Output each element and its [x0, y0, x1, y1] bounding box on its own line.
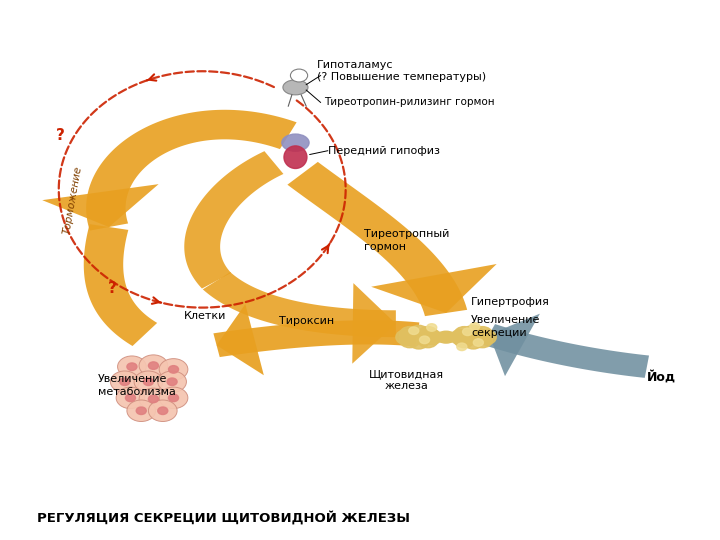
Ellipse shape — [454, 333, 474, 348]
Ellipse shape — [418, 333, 438, 348]
Circle shape — [139, 355, 168, 376]
Polygon shape — [489, 314, 540, 376]
Text: Щитовидная
железа: Щитовидная железа — [369, 369, 444, 392]
Polygon shape — [217, 304, 264, 375]
Circle shape — [116, 387, 145, 409]
Ellipse shape — [409, 334, 429, 349]
Text: ?: ? — [55, 128, 65, 143]
Ellipse shape — [436, 331, 456, 343]
Text: Торможение: Торможение — [62, 165, 84, 235]
Polygon shape — [184, 151, 284, 288]
Ellipse shape — [282, 134, 309, 151]
Ellipse shape — [463, 325, 483, 340]
Polygon shape — [86, 110, 297, 231]
Ellipse shape — [284, 146, 307, 168]
Circle shape — [139, 388, 168, 410]
Ellipse shape — [454, 327, 474, 342]
Circle shape — [127, 400, 156, 422]
Text: Гипоталамус
(? Повышение температуры): Гипоталамус (? Повышение температуры) — [317, 60, 486, 83]
Circle shape — [134, 371, 163, 393]
Text: Тиреотропин-рилизинг гормон: Тиреотропин-рилизинг гормон — [324, 97, 495, 107]
Circle shape — [167, 378, 177, 386]
Circle shape — [168, 366, 179, 373]
Circle shape — [158, 371, 186, 393]
Ellipse shape — [463, 334, 483, 349]
Circle shape — [456, 343, 467, 350]
Ellipse shape — [451, 329, 470, 345]
Polygon shape — [287, 162, 467, 316]
Polygon shape — [372, 264, 497, 313]
Text: Йод: Йод — [647, 371, 676, 384]
Text: Увеличение
метаболизма: Увеличение метаболизма — [98, 374, 176, 397]
Circle shape — [148, 362, 158, 369]
Circle shape — [159, 359, 188, 380]
Ellipse shape — [476, 329, 496, 345]
Circle shape — [409, 327, 419, 334]
Circle shape — [159, 387, 188, 409]
Circle shape — [143, 378, 153, 386]
Ellipse shape — [422, 329, 442, 345]
Circle shape — [110, 371, 139, 393]
Circle shape — [158, 407, 168, 415]
Ellipse shape — [283, 80, 308, 95]
Circle shape — [427, 323, 437, 331]
Polygon shape — [352, 283, 396, 363]
Polygon shape — [213, 320, 419, 357]
Circle shape — [125, 394, 135, 402]
Polygon shape — [203, 272, 396, 337]
Text: РЕГУЛЯЦИЯ СЕКРЕЦИИ ЩИТОВИДНОЙ ЖЕЛЕЗЫ: РЕГУЛЯЦИЯ СЕКРЕЦИИ ЩИТОВИДНОЙ ЖЕЛЕЗЫ — [37, 510, 410, 524]
Circle shape — [462, 328, 472, 335]
Text: Гипертрофия: Гипертрофия — [471, 297, 550, 307]
Polygon shape — [483, 324, 649, 378]
Ellipse shape — [400, 327, 420, 342]
Ellipse shape — [396, 329, 416, 345]
Text: Клетки: Клетки — [184, 310, 227, 321]
Circle shape — [469, 322, 480, 330]
Ellipse shape — [400, 333, 420, 348]
Text: ?: ? — [108, 281, 117, 296]
Circle shape — [120, 378, 130, 386]
Circle shape — [168, 394, 179, 402]
Text: Увеличение
секреции: Увеличение секреции — [471, 315, 541, 338]
Ellipse shape — [472, 333, 492, 348]
Polygon shape — [42, 184, 158, 227]
Text: Передний гипофиз: Передний гипофиз — [328, 146, 440, 156]
Circle shape — [473, 339, 483, 346]
Polygon shape — [84, 224, 157, 346]
Ellipse shape — [472, 327, 492, 342]
Circle shape — [420, 336, 430, 343]
Circle shape — [117, 356, 146, 377]
Ellipse shape — [409, 325, 429, 340]
Circle shape — [127, 363, 137, 370]
Text: Тиреотропный
гормон: Тиреотропный гормон — [364, 230, 449, 252]
Circle shape — [290, 69, 307, 82]
Circle shape — [148, 395, 158, 403]
Circle shape — [148, 400, 177, 422]
Ellipse shape — [418, 327, 438, 342]
Circle shape — [136, 407, 146, 415]
Text: Тироксин: Тироксин — [279, 316, 334, 326]
